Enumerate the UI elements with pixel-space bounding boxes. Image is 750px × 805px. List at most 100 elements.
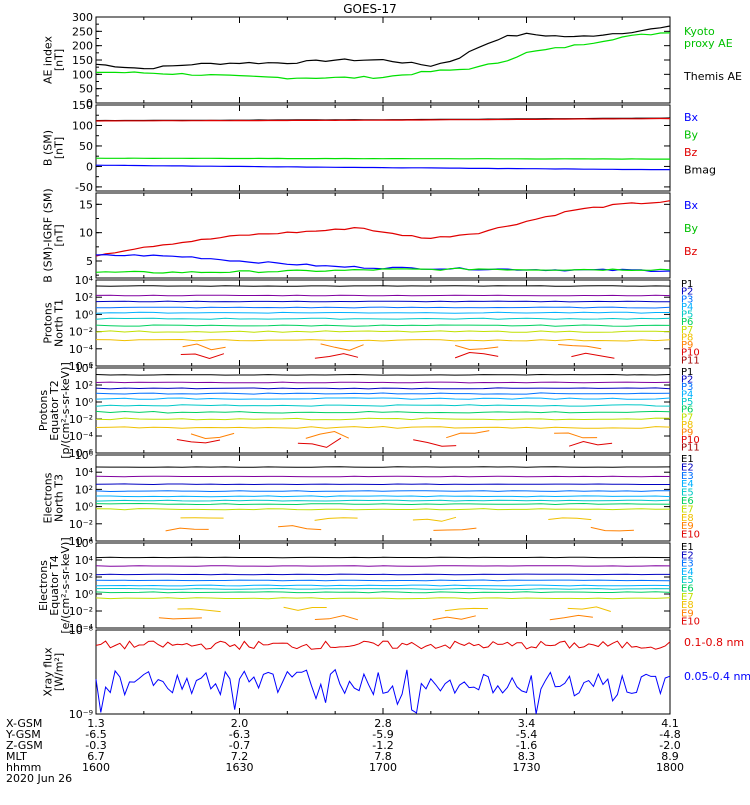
- y-tick-label: 10⁻⁴: [69, 430, 94, 443]
- channel-line: [315, 518, 358, 521]
- legend-channel: P11: [681, 355, 700, 366]
- channel-line: [96, 557, 670, 558]
- y-axis-label: [nT]: [53, 137, 66, 159]
- channel-line: [96, 318, 670, 319]
- channel-line: [96, 592, 670, 593]
- y-tick-label: 10: [79, 227, 93, 240]
- y-tick-label: 100: [72, 119, 93, 132]
- y-axis-label: North T3: [53, 474, 66, 522]
- channel-line: [96, 418, 670, 420]
- y-tick-label: 200: [72, 40, 93, 53]
- channel-line: [548, 518, 591, 520]
- channel-line: [96, 340, 670, 342]
- y-axis-label: [p/(cm²-s-sr-keV)]: [59, 362, 72, 459]
- legend-channel: E10: [681, 617, 700, 628]
- channel-line: [191, 433, 234, 438]
- x-axis-value: 1730: [513, 761, 541, 774]
- legend-entry: By: [684, 222, 699, 235]
- channel-line: [455, 353, 498, 358]
- channel-line: [159, 618, 202, 619]
- channel-line: [96, 405, 670, 407]
- channel-line: [455, 345, 498, 349]
- y-tick-label: 50: [79, 83, 93, 96]
- y-tick-label: 10⁻²: [69, 413, 93, 426]
- panel-frame: [96, 193, 670, 278]
- y-axis-label: North T1: [53, 299, 66, 347]
- channel-line: [321, 344, 364, 350]
- y-tick-label: 10⁴: [75, 554, 94, 567]
- channel-line: [284, 607, 327, 610]
- y-tick-label: 10⁻⁴: [69, 343, 94, 356]
- channel-line: [278, 526, 321, 530]
- y-axis-label: [nT]: [53, 224, 66, 246]
- y-tick-label: 10⁴: [75, 274, 94, 287]
- y-tick-label: 100: [72, 68, 93, 81]
- channel-line: [306, 432, 349, 439]
- channel-line: [96, 375, 670, 376]
- channel-line: [433, 528, 476, 530]
- y-tick-label: 10⁻²: [69, 518, 93, 531]
- y-tick-label: 10⁴: [75, 362, 94, 375]
- channel-line: [166, 528, 209, 531]
- channel-line: [413, 517, 456, 521]
- y-tick-label: 10⁰: [75, 501, 94, 514]
- y-tick-label: 10⁴: [75, 466, 94, 479]
- y-tick-label: 15: [79, 198, 93, 211]
- channel-line: [181, 354, 224, 359]
- y-tick-label: 10⁻⁸: [69, 624, 94, 637]
- channel-line: [96, 598, 670, 599]
- channel-line: [96, 484, 670, 485]
- y-tick-label: 10⁶: [75, 449, 94, 462]
- series-line: [96, 26, 670, 69]
- legend-entry: proxy AE: [684, 37, 733, 50]
- legend-entry: Bmag: [684, 164, 716, 177]
- x-axis-value: 1600: [82, 761, 110, 774]
- channel-line: [96, 382, 670, 383]
- channel-line: [96, 491, 670, 492]
- series-line: [96, 670, 670, 714]
- channel-line: [315, 354, 358, 359]
- y-tick-label: 10²: [75, 571, 93, 584]
- x-axis-value: 1700: [369, 761, 397, 774]
- channel-line: [591, 527, 634, 531]
- legend-channel: E10: [681, 530, 700, 541]
- channel-line: [96, 509, 670, 510]
- channel-line: [96, 312, 670, 313]
- channel-line: [96, 580, 670, 581]
- legend-entry: By: [684, 129, 699, 142]
- y-tick-label: 250: [72, 25, 93, 38]
- channel-line: [96, 286, 670, 287]
- series-line: [96, 33, 670, 79]
- channel-line: [96, 504, 670, 505]
- y-tick-label: -50: [75, 181, 93, 194]
- channel-line: [96, 398, 670, 399]
- channel-line: [96, 574, 670, 575]
- series-line: [96, 165, 670, 169]
- y-axis-label: [nT]: [53, 49, 66, 71]
- channel-line: [96, 307, 670, 308]
- y-tick-label: 0: [86, 160, 93, 173]
- channel-line: [298, 438, 341, 447]
- channel-line: [554, 433, 597, 438]
- series-line: [96, 201, 670, 256]
- channel-line: [96, 393, 670, 394]
- y-tick-label: 10⁶: [75, 537, 94, 550]
- channel-line: [96, 301, 670, 302]
- panel-frame: [96, 280, 670, 366]
- legend-entry: Bz: [684, 146, 698, 159]
- channel-line: [550, 615, 593, 619]
- channel-line: [96, 388, 670, 389]
- series-line: [96, 158, 670, 159]
- channel-line: [178, 609, 221, 612]
- x-axis-value: 1800: [656, 761, 684, 774]
- channel-line: [177, 440, 220, 443]
- y-tick-label: 10⁰: [75, 308, 94, 321]
- legend-entry: 0.05-0.4 nm: [684, 670, 750, 683]
- y-tick-label: 300: [72, 11, 93, 24]
